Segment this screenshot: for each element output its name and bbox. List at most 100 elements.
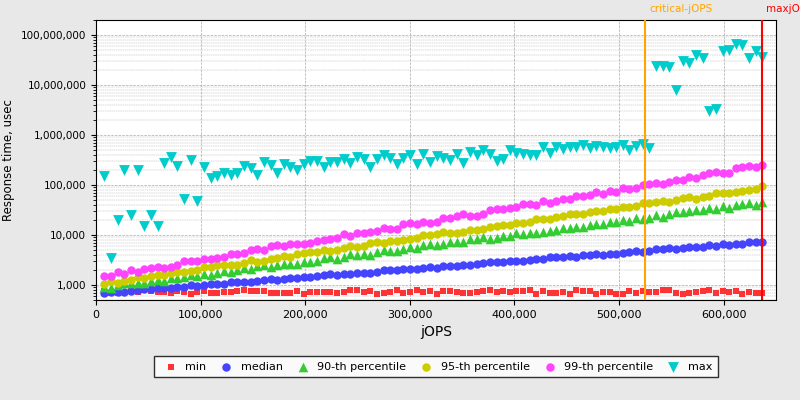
95-th percentile — [696, 194, 709, 200]
90-th percentile — [178, 274, 190, 280]
min — [111, 290, 124, 296]
max — [550, 144, 562, 150]
99-th percentile — [577, 193, 590, 200]
90-th percentile — [218, 268, 230, 274]
median — [663, 245, 676, 252]
99-th percentile — [457, 211, 470, 217]
median — [410, 266, 423, 272]
99-th percentile — [543, 200, 556, 206]
90-th percentile — [244, 266, 257, 272]
95-th percentile — [238, 260, 250, 266]
max — [338, 156, 350, 162]
90-th percentile — [590, 221, 602, 227]
min — [597, 288, 610, 295]
90-th percentile — [357, 250, 370, 257]
90-th percentile — [304, 259, 317, 265]
95-th percentile — [470, 227, 483, 233]
max — [218, 170, 230, 176]
min — [278, 290, 290, 296]
90-th percentile — [330, 256, 343, 262]
median — [158, 285, 170, 292]
min — [650, 289, 662, 296]
99-th percentile — [730, 165, 742, 171]
median — [483, 259, 496, 266]
99-th percentile — [636, 182, 649, 188]
min — [264, 290, 277, 296]
95-th percentile — [318, 247, 330, 253]
max — [204, 175, 217, 182]
90-th percentile — [690, 206, 702, 213]
min — [165, 290, 178, 296]
95-th percentile — [590, 208, 602, 214]
median — [503, 258, 516, 264]
max — [244, 165, 257, 172]
max — [111, 217, 124, 223]
min — [231, 288, 244, 294]
min — [178, 289, 190, 296]
99-th percentile — [603, 188, 616, 194]
95-th percentile — [384, 238, 397, 244]
99-th percentile — [145, 265, 158, 272]
median — [716, 241, 729, 248]
median — [298, 274, 310, 280]
max — [231, 170, 244, 176]
min — [184, 291, 197, 297]
90-th percentile — [204, 271, 217, 278]
min — [310, 289, 323, 296]
max — [703, 108, 716, 114]
90-th percentile — [696, 207, 709, 214]
max — [716, 48, 729, 54]
99-th percentile — [258, 247, 270, 253]
95-th percentile — [650, 199, 662, 205]
median — [370, 269, 383, 275]
median — [703, 242, 716, 249]
median — [510, 258, 523, 264]
90-th percentile — [710, 206, 722, 212]
median — [417, 264, 430, 271]
median — [184, 282, 197, 289]
max — [224, 172, 237, 179]
min — [722, 288, 735, 295]
99-th percentile — [497, 206, 510, 212]
median — [397, 266, 410, 272]
95-th percentile — [224, 261, 237, 268]
median — [750, 239, 762, 246]
min — [158, 289, 170, 296]
min — [357, 289, 370, 295]
99-th percentile — [703, 169, 716, 176]
99-th percentile — [716, 170, 729, 176]
90-th percentile — [603, 219, 616, 225]
90-th percentile — [278, 261, 290, 267]
median — [636, 248, 649, 255]
95-th percentile — [404, 236, 417, 242]
99-th percentile — [517, 201, 530, 208]
95-th percentile — [430, 231, 443, 237]
90-th percentile — [98, 284, 110, 290]
min — [131, 289, 144, 296]
95-th percentile — [750, 186, 762, 192]
max — [131, 167, 144, 173]
90-th percentile — [184, 272, 197, 278]
max — [165, 154, 178, 160]
90-th percentile — [231, 267, 244, 274]
median — [597, 252, 610, 258]
99-th percentile — [676, 176, 689, 183]
median — [290, 275, 303, 281]
95-th percentile — [171, 268, 184, 275]
max — [722, 47, 735, 54]
90-th percentile — [165, 275, 178, 281]
median — [264, 276, 277, 282]
median — [722, 242, 735, 248]
90-th percentile — [158, 278, 170, 284]
median — [204, 281, 217, 288]
95-th percentile — [330, 246, 343, 253]
90-th percentile — [683, 208, 696, 214]
median — [270, 276, 283, 283]
90-th percentile — [377, 247, 390, 253]
99-th percentile — [324, 235, 337, 242]
95-th percentile — [663, 198, 676, 205]
min — [636, 288, 649, 294]
99-th percentile — [397, 221, 410, 228]
min — [563, 291, 576, 297]
median — [111, 289, 124, 296]
